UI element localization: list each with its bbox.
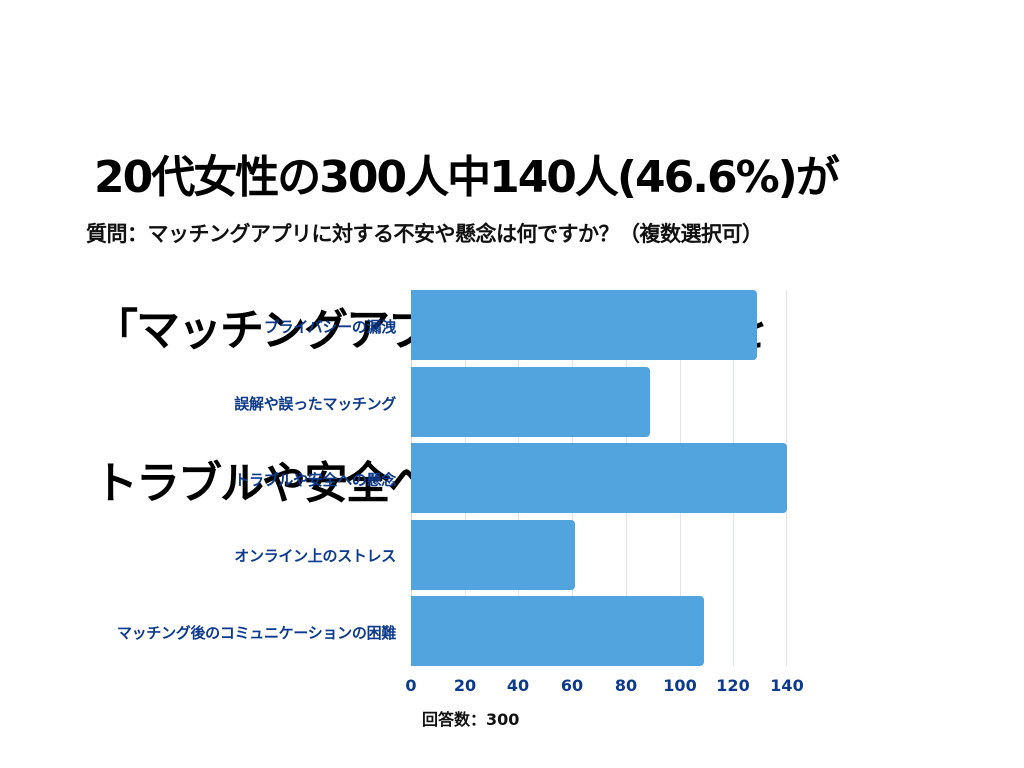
- bar: [411, 520, 575, 590]
- x-tick-label: 0: [405, 676, 417, 695]
- x-tick-label: 20: [453, 676, 477, 695]
- title-line-1: 20代女性の300人中140人(46.6%)が: [94, 152, 840, 203]
- x-tick-label: 40: [506, 676, 530, 695]
- x-tick-label: 60: [560, 676, 584, 695]
- plot-area: [411, 290, 787, 666]
- category-label: オンライン上のストレス: [234, 547, 396, 565]
- category-label: マッチング後のコミュニケーションの困難: [116, 624, 396, 642]
- category-label: 誤解や誤ったマッチング: [234, 395, 396, 413]
- question-subtitle: 質問：マッチングアプリに対する不安や懸念は何ですか？（複数選択可）: [86, 222, 763, 246]
- category-label: トラブルや安全への懸念: [234, 471, 396, 489]
- x-tick-label: 80: [614, 676, 638, 695]
- category-label: プライバシーの漏洩: [263, 318, 396, 336]
- x-tick-label: 120: [716, 676, 750, 695]
- bar: [411, 596, 704, 666]
- x-tick-label: 140: [770, 676, 804, 695]
- bar: [411, 367, 651, 437]
- x-tick-label: 100: [663, 676, 697, 695]
- response-count: 回答数：300: [422, 710, 520, 729]
- bar: [411, 290, 758, 360]
- bar: [411, 443, 787, 513]
